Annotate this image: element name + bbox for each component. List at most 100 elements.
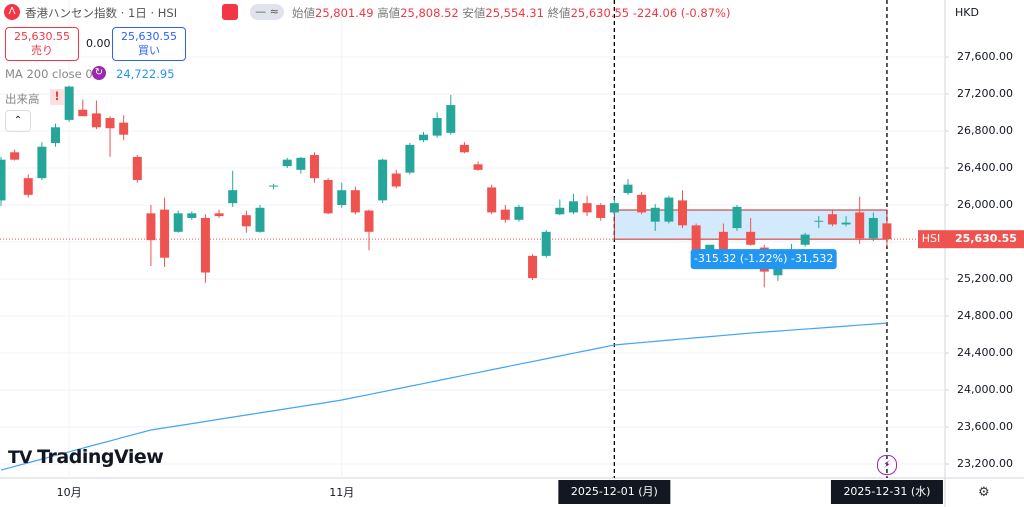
candle-body [0,159,6,201]
y-tick-label: 27,600.00 [957,50,1013,63]
candle-body [855,212,865,239]
candle-body [391,173,401,187]
date-label-bg [830,480,943,504]
change: -224.06 (-0.87%) [632,6,731,20]
candle-body [718,231,728,255]
sell-label: 売り [31,44,53,57]
symbol-title[interactable]: 香港ハンセン指数 · 1日 · HSI [25,6,178,20]
x-tick-label: 2025-12-31 (水) [843,485,930,498]
candle-body [650,207,660,222]
candle-body [868,217,878,239]
candle-body [623,184,633,193]
warning-icon[interactable]: ! [50,89,64,105]
candle-body [323,180,333,214]
ohlc-value: 25,808.52 [400,6,459,20]
candle-body [596,205,606,218]
y-tick-label: 26,000.00 [957,198,1013,211]
collapse-button[interactable]: ⌃ [5,110,31,132]
candle-body [214,213,224,217]
logo-text: TradingView [37,446,164,468]
candle-body [200,217,210,273]
candle-body [187,213,197,218]
candle-body [691,225,701,251]
measure-label-bg [690,249,837,270]
y-tick-label: 27,200.00 [957,87,1013,100]
candle-body [500,209,510,220]
candle-body [119,122,129,135]
ma-label[interactable]: MA 200 close 0 [5,67,93,81]
y-tick-label: 24,000.00 [957,383,1013,396]
candle-body [146,213,156,241]
symbol-logo[interactable]: Λ [4,4,20,20]
candle-body [105,118,115,129]
buy-button[interactable]: 25,630.55 買い [112,27,186,61]
ohlc-label: 高値 [377,6,401,20]
y-tick-label: 24,400.00 [957,346,1013,359]
ohlc-value: 25,630.55 [570,6,630,20]
ohlc-label: 終値 [547,6,571,20]
y-tick-label: 24,800.00 [957,309,1013,322]
candle-body [173,213,183,232]
ohlc-legend: 始値25,801.49 高値25,808.52 安値25,554.31 終値25… [292,5,730,21]
y-tick-label: 23,600.00 [957,420,1013,433]
candle-body [241,215,251,227]
symbol-label: HSI [922,232,941,245]
currency: HKD [955,6,979,19]
y-tick-label: 23,200.00 [957,457,1013,470]
candle-body [269,185,279,187]
candle-body [827,214,837,225]
candle-body [609,203,619,213]
ohlc-value: 25,554.31 [485,6,544,20]
spread: 0.00 [86,37,111,50]
candle-body [64,86,74,120]
symbol-label-bg [918,230,945,249]
candle-body [419,134,429,141]
ma-line [0,322,887,471]
ohlc-label: 始値 [292,6,315,20]
candle-body [568,201,578,213]
candle-body [309,155,319,179]
candle-body [350,190,360,213]
last-price-label: 25,630.55 [955,232,1017,245]
candle-body [637,194,647,213]
candle-body [23,178,33,195]
sell-button[interactable]: 25,630.55 売り [5,27,79,61]
alert-icon[interactable]: ⚡ [877,455,897,475]
volume-label[interactable]: 出来高 [5,92,40,106]
candle-body [78,109,88,117]
candle-body [51,127,61,144]
x-tick-label: 2025-12-01 (月) [571,485,658,498]
candle-body [732,206,742,229]
buy-price: 25,630.55 [121,30,177,43]
settings-icon[interactable]: ⚙ [978,485,990,500]
sell-price: 25,630.55 [14,30,70,43]
ma-value: 24,722.95 [116,67,175,81]
candle-body [10,152,20,160]
candle-body [678,200,687,226]
candle-body [555,207,565,215]
candle-body [841,222,851,225]
candle-body [160,209,170,258]
candle-body [800,234,810,245]
y-tick-label: 26,800.00 [957,124,1013,137]
candle-body [405,144,415,173]
candle-body [459,144,469,153]
candle-body [746,231,756,245]
candle-body [664,197,674,222]
logo[interactable]: 𝗧𝗩 TradingView [8,446,164,468]
flag[interactable] [222,4,238,20]
candle-body [882,223,892,240]
x-tick-label: 10月 [57,486,82,499]
candle-body [541,231,551,256]
candle-body [337,190,347,206]
candle-body [132,156,142,181]
compare-toggle[interactable]: — ≈ [250,4,284,20]
ohlc-label: 安値 [462,6,486,20]
ma-icon[interactable]: ↻ [92,66,106,80]
candle-body [378,159,388,201]
candle-body [487,187,497,213]
candle-body [91,113,101,128]
buy-label: 買い [138,44,160,57]
